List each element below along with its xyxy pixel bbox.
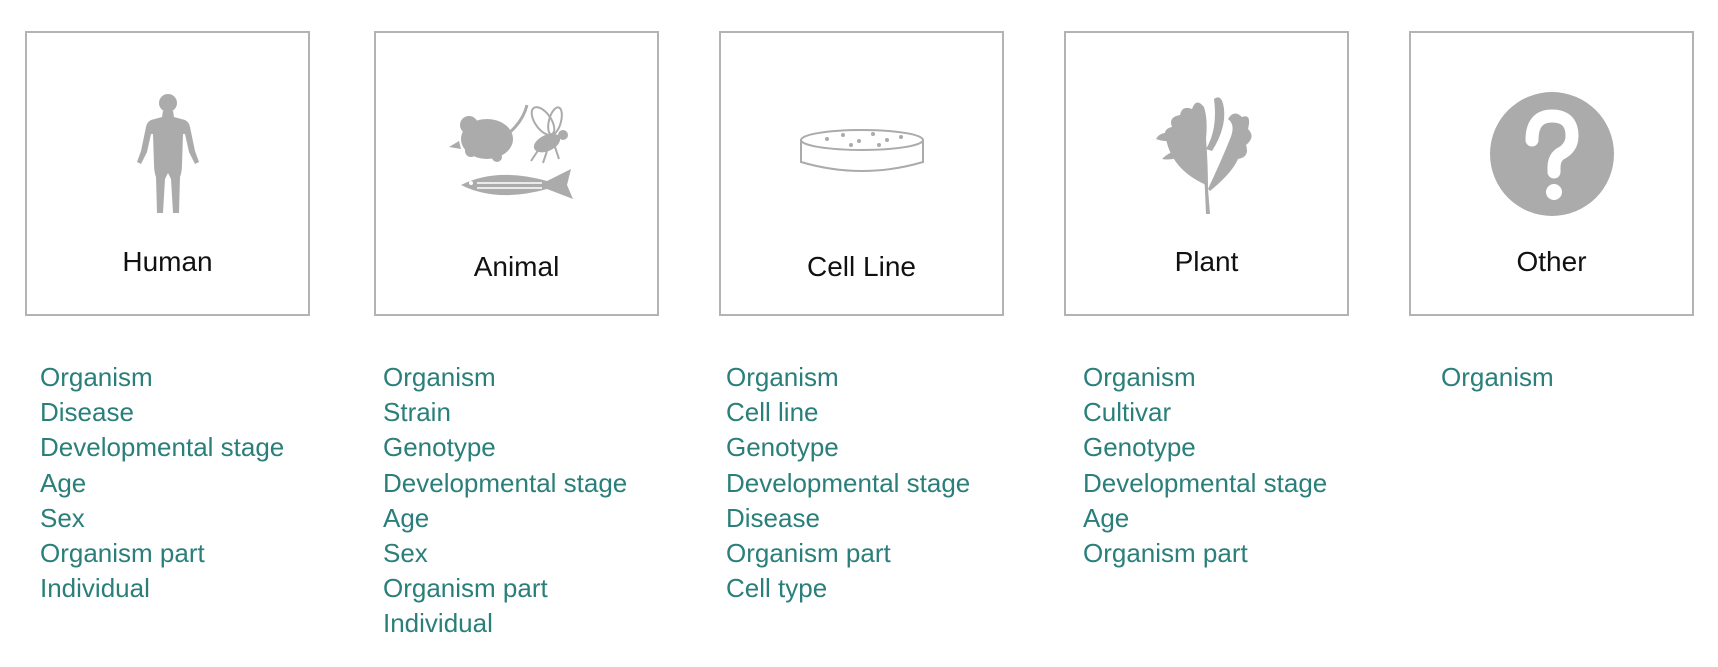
attribute-link[interactable]: Organism	[1441, 362, 1554, 392]
attribute-list-cell-line: Organism Cell line Genotype Developmenta…	[726, 360, 970, 606]
card-title: Plant	[1174, 246, 1239, 277]
plant-leaf-icon	[1066, 89, 1347, 219]
card-title: Cell Line	[807, 251, 916, 282]
attribute-link[interactable]: Genotype	[383, 432, 496, 463]
attribute-link[interactable]: Organism part	[383, 573, 548, 604]
attribute-list-animal: Organism Strain Genotype Developmental s…	[383, 360, 627, 642]
card-title: Human	[122, 246, 213, 277]
card-animal[interactable]: Animal	[374, 31, 659, 316]
attribute-link[interactable]: Genotype	[726, 432, 839, 463]
attribute-link[interactable]: Individual	[40, 573, 150, 604]
human-figure-icon	[27, 89, 308, 219]
attribute-link[interactable]: Organism	[383, 362, 496, 392]
attribute-link[interactable]: Developmental stage	[40, 432, 285, 463]
attribute-link[interactable]: Strain	[383, 397, 451, 428]
card-title: Other	[1516, 246, 1587, 277]
attribute-link[interactable]: Disease	[40, 397, 134, 428]
attribute-link[interactable]: Organism part	[1083, 538, 1248, 569]
animal-icon	[376, 89, 657, 219]
attribute-list-plant: Organism Cultivar Genotype Developmental…	[1083, 360, 1327, 571]
card-other[interactable]: Other	[1409, 31, 1694, 316]
attribute-link[interactable]: Organism part	[726, 538, 891, 569]
attribute-link[interactable]: Age	[383, 502, 430, 533]
attribute-link[interactable]: Sex	[40, 502, 85, 533]
attribute-link[interactable]: Organism part	[40, 538, 205, 569]
attribute-link[interactable]: Cultivar	[1083, 397, 1172, 428]
attribute-link[interactable]: Sex	[383, 538, 428, 569]
attribute-list-human: Organism Disease Developmental stage Age…	[40, 360, 284, 606]
attribute-link[interactable]: Genotype	[1083, 432, 1196, 463]
attribute-link[interactable]: Individual	[383, 608, 493, 639]
attribute-link[interactable]: Age	[40, 467, 87, 498]
attribute-link[interactable]: Developmental stage	[726, 467, 971, 498]
attribute-link[interactable]: Cell type	[726, 573, 828, 604]
card-cell-line[interactable]: Cell Line	[719, 31, 1004, 316]
attribute-link[interactable]: Organism	[40, 362, 153, 392]
card-plant[interactable]: Plant	[1064, 31, 1349, 316]
card-human[interactable]: Human	[25, 31, 310, 316]
card-title: Animal	[473, 251, 560, 282]
attribute-link[interactable]: Disease	[726, 502, 820, 533]
attribute-link[interactable]: Organism	[726, 362, 839, 392]
attribute-link[interactable]: Age	[1083, 502, 1130, 533]
attribute-list-other: Organism	[1441, 360, 1554, 395]
attribute-link[interactable]: Organism	[1083, 362, 1196, 392]
question-mark-icon	[1411, 89, 1692, 219]
petri-dish-icon	[721, 89, 1002, 219]
attribute-link[interactable]: Cell line	[726, 397, 819, 428]
attribute-link[interactable]: Developmental stage	[383, 467, 628, 498]
attribute-link[interactable]: Developmental stage	[1083, 467, 1328, 498]
